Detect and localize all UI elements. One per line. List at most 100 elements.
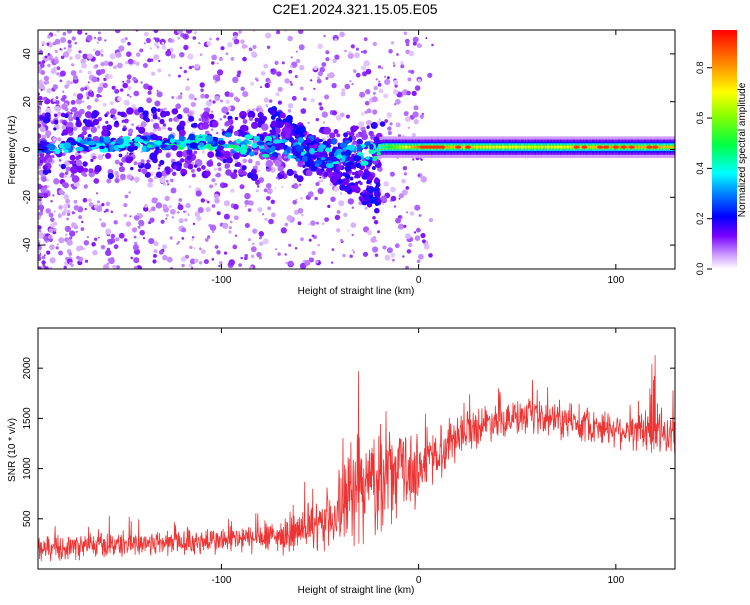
spectrogram-noise-cell (254, 77, 258, 81)
spectrogram-noise-cell (46, 250, 51, 255)
spectrogram-noise-cell (129, 95, 132, 98)
spectrogram-noise-cell (223, 115, 227, 119)
spectrogram-noise-cell (105, 201, 111, 207)
spectrogram-trail-cell (359, 182, 363, 186)
spectrogram-ridge-cell (376, 147, 378, 150)
spectrogram-noise-cell (41, 41, 46, 46)
spectrogram-noise-cell (114, 65, 118, 68)
spectrogram-noise-cell (172, 171, 177, 176)
spectrogram-trail-cell (303, 131, 307, 136)
spectrogram-noise-cell (351, 233, 354, 237)
spectrogram-ridge-blob (75, 146, 84, 152)
spectrogram-noise-cell (321, 111, 328, 118)
spectrogram-noise-cell (137, 225, 141, 229)
spectrogram-noise-cell (363, 37, 368, 42)
spectrogram-ridge-cell (488, 145, 491, 149)
spectrogram-noise-cell (194, 211, 201, 217)
spectrogram-noise-cell (383, 181, 389, 187)
spectrogram-ridge-cell (408, 145, 410, 149)
spectrogram-noise-cell (41, 44, 44, 47)
spectrogram-ridge-cell (416, 145, 418, 149)
spectrogram-noise-cell (66, 126, 73, 133)
spectrogram-ridge-cell (473, 145, 475, 149)
spectrogram-noise-cell (140, 81, 143, 84)
spectrogram-noise-cell (109, 53, 116, 60)
spectrogram-noise-cell (372, 109, 378, 115)
spectrogram-noise-cell (139, 229, 145, 236)
spectrogram-noise-cell (206, 41, 212, 47)
spectrogram-noise-cell (122, 127, 126, 132)
spectrogram-noise-cell (262, 213, 265, 216)
spectrogram-ridge-blob (229, 141, 235, 145)
spectrogram-noise-cell (271, 212, 276, 218)
spectrogram-noise-cell (175, 103, 181, 109)
spectrogram-trail-cell (364, 170, 371, 177)
spectrogram-ridge-cell (643, 145, 646, 149)
spectrogram-noise-cell (258, 256, 263, 260)
spectrogram-noise-cell (412, 36, 419, 43)
spectrogram-noise-cell (180, 158, 185, 163)
spectrogram-ridge-cell (452, 145, 454, 149)
spectrogram-noise-cell (390, 186, 396, 193)
spectrogram-noise-cell (57, 213, 63, 219)
spectrogram-ridge-blob (132, 145, 138, 151)
spectrogram-noise-cell (88, 202, 94, 208)
spectrogram-noise-cell (100, 62, 105, 67)
spectrogram-noise-cell (201, 121, 210, 130)
spectrogram-noise-cell (90, 93, 94, 98)
spectrogram-ridge-cell (506, 145, 508, 149)
spectrogram-noise-cell (138, 126, 146, 134)
spectrogram-trail-cell (374, 177, 379, 181)
spectrogram-noise-cell (179, 120, 186, 128)
spectrogram-noise-cell (127, 58, 134, 65)
spectrogram-noise-cell (324, 94, 330, 100)
spectrogram-noise-cell (326, 135, 329, 138)
spectrogram-noise-cell (232, 152, 240, 160)
spectrogram-noise-cell (220, 46, 225, 51)
spectrogram-noise-cell (80, 58, 86, 65)
spectrogram-noise-cell (38, 232, 44, 239)
spectrogram-noise-cell (101, 245, 105, 249)
spectrogram-noise-cell (343, 212, 348, 217)
spectrogram-noise-cell (69, 56, 73, 60)
spectrogram-ridge-cell (640, 145, 642, 149)
spectrogram-noise-cell (147, 58, 152, 63)
spectrogram-noise-cell (126, 51, 132, 57)
spectrogram-noise-cell (95, 206, 103, 213)
spectrogram-noise-cell (112, 264, 117, 269)
spectrogram-ridge-cell (587, 145, 589, 149)
spectrogram-noise-cell (292, 200, 298, 205)
spectrogram-noise-cell (139, 48, 144, 53)
spectrogram-noise-cell (209, 184, 214, 189)
spectrogram-noise-cell (334, 54, 340, 60)
spectrogram-noise-cell (201, 165, 206, 170)
spectrogram-noise-cell (78, 69, 83, 74)
spectrogram-noise-cell (64, 113, 69, 119)
spectrogram-noise-cell (41, 260, 46, 265)
spectrogram-noise-cell (216, 211, 221, 216)
spectrogram-noise-cell (178, 218, 184, 224)
spectrogram-noise-cell (416, 227, 421, 233)
spectrogram-noise-cell (412, 158, 415, 161)
spectrogram-noise-cell (92, 249, 98, 256)
spectrogram-noise-cell (223, 200, 230, 207)
spectrogram-noise-cell (300, 197, 303, 200)
spectrogram-noise-cell (254, 151, 258, 156)
spectrogram-noise-cell (402, 255, 405, 258)
spectrogram-noise-cell (213, 193, 219, 199)
spectrogram-ridge-cell (570, 145, 572, 149)
spectrogram-noise-cell (259, 236, 262, 240)
spectrogram-noise-cell (38, 133, 42, 139)
spectrogram-ridge-cell (660, 145, 662, 149)
spectrogram-noise-cell (71, 160, 76, 165)
spectrogram-ridge-cell (563, 145, 565, 149)
spectrogram-ridge-blob (147, 144, 152, 149)
spectrogram-ridge-cell (481, 145, 483, 149)
spectrogram-noise-cell (187, 163, 194, 170)
spectrogram-noise-cell (38, 123, 42, 128)
spectrogram-noise-cell (45, 130, 52, 137)
spectrogram-noise-cell (264, 217, 268, 221)
spectrogram-noise-cell (94, 165, 102, 173)
spectrogram-noise-cell (63, 194, 69, 200)
spectrogram-noise-cell (267, 206, 271, 211)
